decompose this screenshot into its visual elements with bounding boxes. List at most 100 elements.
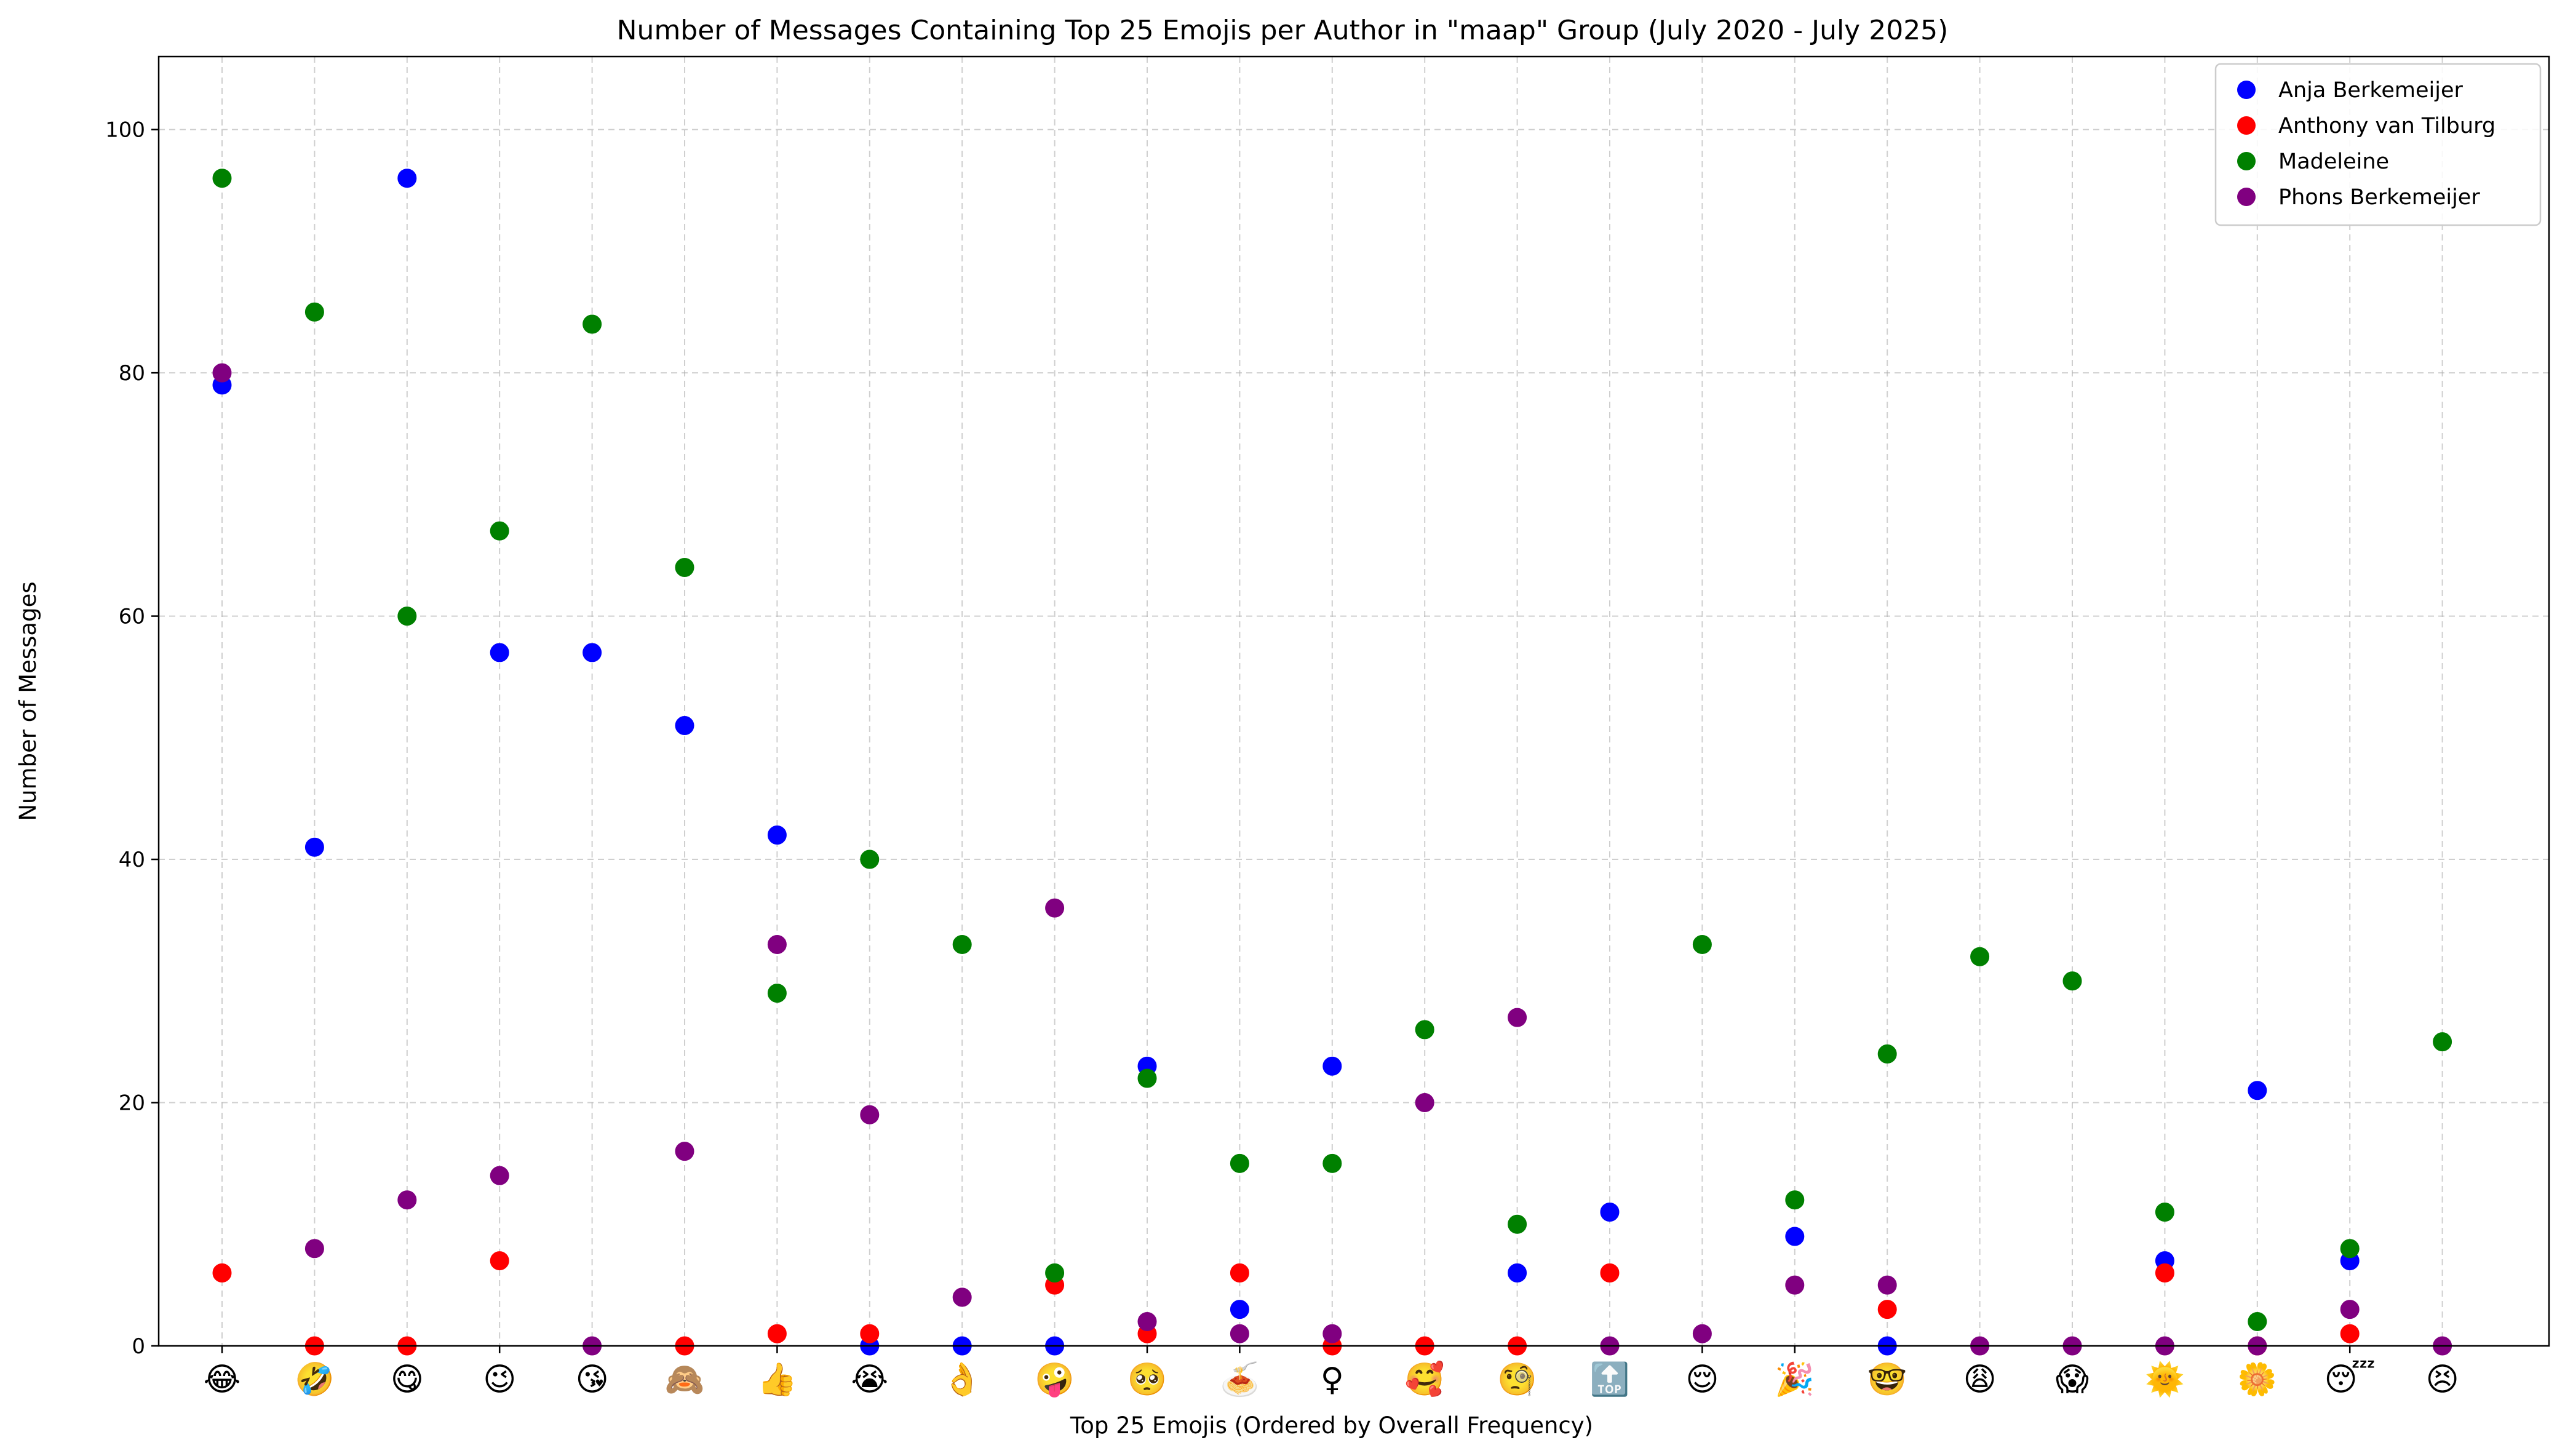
point-madeleine (2340, 1239, 2360, 1259)
grid-lines (159, 57, 2549, 1347)
legend-label-phons-berkemeijer: Phons Berkemeijer (2278, 185, 2480, 210)
point-madeleine (1877, 1044, 1897, 1064)
point-phons-berkemeijer (1508, 1008, 1527, 1027)
point-anthony-van-tilburg (1230, 1263, 1249, 1283)
point-anthony-van-tilburg (767, 1324, 787, 1343)
y-axis-label: Number of Messages (15, 581, 41, 821)
y-tick-label: 60 (119, 605, 145, 629)
x-tick-label: 🤣 (293, 1361, 335, 1399)
point-phons-berkemeijer (1877, 1275, 1897, 1295)
y-tick-label: 20 (119, 1091, 145, 1116)
point-anthony-van-tilburg (212, 1263, 232, 1283)
legend: Anja Berkemeijer Anthony van Tilburg Madel… (2214, 63, 2542, 226)
x-tick-label: 🤓 (1867, 1361, 1907, 1398)
point-anja-berkemeijer (1322, 1056, 1342, 1076)
point-anthony-van-tilburg (1600, 1263, 1620, 1283)
point-phons-berkemeijer (212, 363, 232, 383)
point-madeleine (1322, 1153, 1342, 1173)
point-madeleine (1137, 1068, 1157, 1088)
point-anthony-van-tilburg (2340, 1324, 2360, 1343)
point-phons-berkemeijer (1692, 1324, 1712, 1343)
point-madeleine (1785, 1190, 1805, 1210)
x-tick-label: 😌 (1685, 1361, 1719, 1398)
point-anja-berkemeijer (1230, 1300, 1249, 1319)
legend-label-anthony-van-tilburg: Anthony van Tilburg (2278, 114, 2495, 138)
point-madeleine (1045, 1263, 1065, 1283)
point-anja-berkemeijer (1785, 1227, 1805, 1246)
point-phons-berkemeijer (1322, 1324, 1342, 1343)
point-madeleine (304, 302, 324, 322)
x-tick-label: 😭 (851, 1361, 888, 1398)
point-phons-berkemeijer (2340, 1300, 2360, 1319)
point-phons-berkemeijer (767, 934, 787, 954)
legend-marker-madeleine (2237, 152, 2256, 170)
point-madeleine (1508, 1214, 1527, 1234)
point-madeleine (767, 984, 787, 1003)
point-anja-berkemeijer (767, 825, 787, 845)
point-phons-berkemeijer (1230, 1324, 1249, 1343)
point-madeleine (2433, 1032, 2452, 1052)
legend-box (2214, 63, 2542, 226)
x-tick-label: 🍝 (1220, 1361, 1260, 1398)
x-tick-label: 🔝 (1590, 1361, 1630, 1398)
point-anja-berkemeijer (1508, 1263, 1527, 1283)
point-madeleine (583, 314, 602, 334)
point-madeleine (490, 521, 509, 541)
x-tick-label: 🤪 (1035, 1361, 1075, 1398)
x-tick-label: 😉 (483, 1361, 516, 1398)
x-tick-label: 🌼 (2237, 1361, 2277, 1398)
point-madeleine (1415, 1020, 1434, 1040)
legend-label-madeleine: Madeleine (2278, 149, 2389, 174)
y-axis-ticks: 0 20 40 60 80 100 (105, 118, 159, 1359)
point-anja-berkemeijer (1600, 1202, 1620, 1222)
point-anthony-van-tilburg (490, 1251, 509, 1271)
point-madeleine (675, 557, 694, 577)
x-tick-label: ♀ (1321, 1361, 1344, 1398)
point-anja-berkemeijer (397, 169, 417, 188)
x-tick-label: 🙈 (665, 1361, 705, 1398)
point-phons-berkemeijer (1045, 898, 1065, 918)
chart-title: Number of Messages Containing Top 25 Emo… (617, 15, 1949, 46)
point-madeleine (2062, 971, 2082, 991)
point-anja-berkemeijer (675, 716, 694, 736)
point-anja-berkemeijer (304, 837, 324, 857)
x-tick-label: 😱 (2056, 1361, 2089, 1398)
point-phons-berkemeijer (1785, 1275, 1805, 1295)
x-tick-label: 😴 (2324, 1360, 2375, 1398)
point-anthony-van-tilburg (1877, 1300, 1897, 1319)
point-madeleine (1692, 934, 1712, 954)
x-axis-ticks: 😂 🤣 😋 😉 😘 🙈 👍 😭 👌 🤪 🥺 🍝 ♀ 🥰 🧐 🔝 😌 🎉 🤓 😩 😱 🌞 🌼 😴 😣 (204, 1346, 2459, 1399)
y-tick-label: 100 (105, 118, 145, 143)
x-tick-label: 🎉 (1775, 1361, 1815, 1398)
point-madeleine (860, 849, 880, 869)
y-tick-label: 40 (119, 848, 145, 872)
legend-label-anja-berkemeijer: Anja Berkemeijer (2278, 78, 2464, 103)
plot-frame (157, 55, 2550, 1347)
point-madeleine (952, 934, 972, 954)
legend-marker-phons-berkemeijer (2237, 188, 2256, 206)
x-tick-label: 😣 (2425, 1361, 2459, 1398)
point-anja-berkemeijer (583, 643, 602, 662)
point-anthony-van-tilburg (2155, 1263, 2174, 1283)
x-axis-label: Top 25 Emojis (Ordered by Overall Freque… (1070, 1412, 1593, 1439)
point-madeleine (212, 169, 232, 188)
x-tick-label: 👍 (757, 1361, 797, 1398)
x-tick-label: 😋 (391, 1361, 424, 1398)
x-tick-label: 🥺 (1127, 1361, 1167, 1398)
point-madeleine (2155, 1202, 2174, 1222)
point-madeleine (1230, 1153, 1249, 1173)
x-tick-label: 😘 (575, 1361, 608, 1398)
legend-marker-anja-berkemeijer (2237, 81, 2256, 99)
point-anja-berkemeijer (2248, 1081, 2267, 1100)
point-phons-berkemeijer (490, 1166, 509, 1185)
x-tick-label: 😂 (204, 1361, 241, 1398)
y-tick-label: 0 (132, 1334, 145, 1359)
x-tick-label: 😩 (1963, 1361, 1996, 1398)
x-tick-label: 🌞 (2145, 1360, 2185, 1398)
x-tick-label: 👌 (942, 1361, 982, 1398)
data-points (212, 169, 2452, 1356)
x-tick-label: 🥰 (1405, 1360, 1445, 1398)
point-madeleine (2248, 1311, 2267, 1331)
point-madeleine (397, 607, 417, 626)
point-madeleine (1970, 947, 1990, 966)
